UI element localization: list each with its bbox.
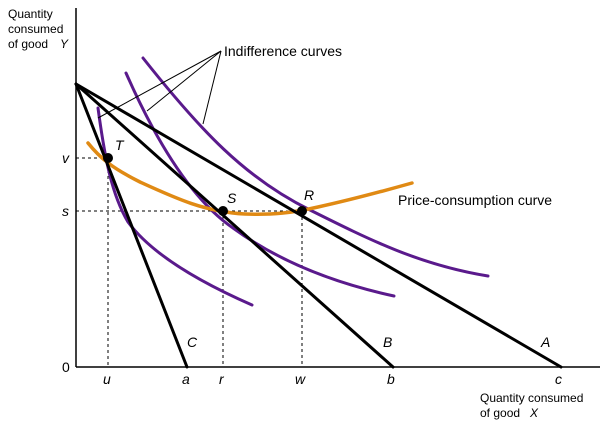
indifference-curves — [96, 56, 490, 307]
budget-line-A — [74, 82, 563, 369]
indifference-pointers — [97, 50, 222, 125]
budget-label-C: C — [187, 334, 198, 350]
budget-label-A: A — [540, 334, 550, 350]
y-axis-title-line2: consumed — [8, 22, 63, 36]
tangency-points — [103, 153, 307, 216]
y-axis-title-line3: of good — [8, 37, 48, 51]
pointer-to-low-curve — [97, 50, 222, 119]
y-tick-s: s — [62, 203, 69, 219]
x-axis-title-line1: Quantity consumed — [480, 391, 583, 405]
x-tick-c: c — [555, 371, 562, 387]
price-consumption-curve-label: Price-consumption curve — [398, 192, 552, 208]
point-R-marker — [297, 206, 307, 216]
budget-line-C — [74, 82, 189, 369]
budget-line-B — [74, 82, 395, 369]
budget-lines — [74, 82, 563, 369]
y-tick-v: v — [62, 150, 70, 166]
pointer-to-mid-curve — [146, 50, 222, 112]
point-S-label: S — [227, 190, 237, 206]
x-tick-a: a — [182, 371, 190, 387]
origin-label: 0 — [62, 359, 70, 375]
y-axis-title-line1: Quantity — [8, 7, 53, 21]
x-tick-r: r — [219, 371, 225, 387]
price-consumption-curve — [86, 141, 414, 216]
indifference-curves-label: Indifference curves — [224, 43, 342, 59]
x-tick-b: b — [387, 371, 395, 387]
y-axis-title-var: Y — [60, 37, 69, 51]
point-R-label: R — [304, 187, 314, 203]
pointer-to-high-curve — [202, 50, 222, 125]
x-tick-w: w — [295, 371, 306, 387]
x-axis-title-line2: of good — [480, 406, 520, 420]
point-T-marker — [103, 153, 113, 163]
x-tick-u: u — [103, 371, 111, 387]
indifference-curve-mid — [124, 71, 396, 298]
indifference-curve-high — [141, 56, 490, 278]
budget-label-B: B — [383, 334, 392, 350]
point-S-marker — [218, 206, 228, 216]
x-axis-title-var: X — [529, 406, 539, 420]
point-T-label: T — [115, 137, 125, 153]
